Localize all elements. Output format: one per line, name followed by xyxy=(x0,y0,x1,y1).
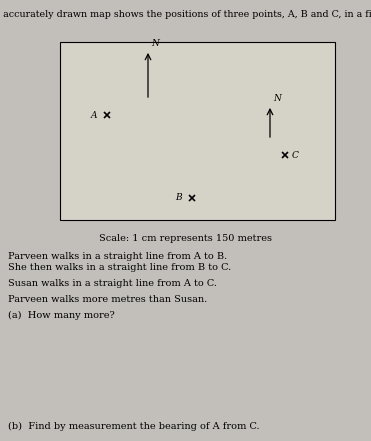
Text: A: A xyxy=(91,111,97,120)
Text: Scale: 1 cm represents 150 metres: Scale: 1 cm represents 150 metres xyxy=(99,234,272,243)
Text: N: N xyxy=(151,39,159,48)
Bar xyxy=(60,42,335,220)
Text: (a)  How many more?: (a) How many more? xyxy=(8,311,115,320)
Text: She then walks in a straight line from B to C.: She then walks in a straight line from B… xyxy=(8,263,231,272)
Text: N: N xyxy=(273,94,281,103)
Text: The accurately drawn map shows the positions of three points, A, B and C, in a f: The accurately drawn map shows the posit… xyxy=(0,10,371,19)
Text: C: C xyxy=(292,150,299,160)
Text: Parveen walks in a straight line from A to B.: Parveen walks in a straight line from A … xyxy=(8,252,227,261)
Text: (b)  Find by measurement the bearing of A from C.: (b) Find by measurement the bearing of A… xyxy=(8,422,260,431)
Text: B: B xyxy=(175,194,182,202)
Text: Parveen walks more metres than Susan.: Parveen walks more metres than Susan. xyxy=(8,295,207,304)
Text: Susan walks in a straight line from A to C.: Susan walks in a straight line from A to… xyxy=(8,279,217,288)
